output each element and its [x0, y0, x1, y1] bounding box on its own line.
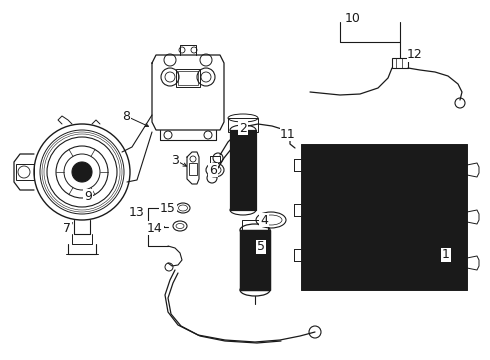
Text: 9: 9 — [84, 189, 92, 202]
Bar — [392, 58, 408, 68]
Text: 10: 10 — [345, 12, 361, 24]
Bar — [302, 145, 467, 290]
Text: 12: 12 — [407, 49, 423, 62]
Text: 6: 6 — [209, 163, 217, 176]
Text: 11: 11 — [280, 127, 296, 140]
Bar — [302, 145, 467, 290]
Bar — [228, 118, 258, 132]
Bar — [308, 151, 461, 284]
Bar — [178, 71, 198, 85]
Text: 13: 13 — [129, 207, 145, 220]
Text: 5: 5 — [257, 240, 265, 253]
Text: 7: 7 — [63, 221, 71, 234]
Text: 8: 8 — [122, 109, 130, 122]
Text: 15: 15 — [160, 202, 176, 215]
Bar — [230, 130, 256, 210]
Bar — [240, 230, 270, 290]
Circle shape — [72, 162, 92, 182]
Text: 1: 1 — [442, 248, 450, 261]
Bar — [230, 130, 256, 210]
Bar — [189, 163, 197, 175]
Bar — [242, 220, 268, 232]
Text: 4: 4 — [260, 213, 268, 226]
Text: 2: 2 — [239, 122, 247, 135]
Bar — [240, 230, 270, 290]
Bar — [176, 69, 200, 87]
Text: 14: 14 — [147, 221, 163, 234]
Text: 3: 3 — [171, 153, 179, 166]
Bar — [16, 164, 34, 180]
